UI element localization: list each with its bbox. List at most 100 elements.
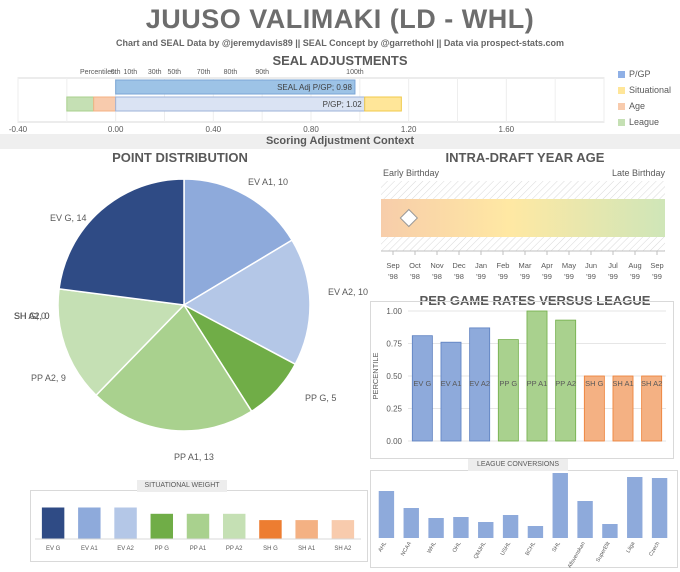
scoring-context-band: Scoring Adjustment Context bbox=[0, 134, 680, 149]
month-year-label: '99 bbox=[630, 272, 640, 281]
seal-legend-item: Age bbox=[618, 98, 671, 114]
legend-swatch bbox=[618, 70, 625, 78]
league-conv-bar bbox=[453, 517, 469, 538]
situational-bar bbox=[78, 507, 101, 539]
month-year-label: '99 bbox=[476, 272, 486, 281]
league-conv-tick-label: Czech bbox=[648, 541, 661, 558]
situational-adj-bar bbox=[364, 96, 402, 112]
per-game-bar bbox=[583, 375, 605, 442]
per-game-chart: 1.00 0.75 0.50 0.25 0.00 PERCENTILE EV G EV A1 E… bbox=[371, 307, 666, 446]
percentiles-label: Percentiles: bbox=[80, 69, 117, 76]
situational-tick-label: SH G bbox=[263, 546, 278, 552]
month-year-label: '99 bbox=[608, 272, 618, 281]
month-year-label: '99 bbox=[498, 272, 508, 281]
situational-bar bbox=[114, 507, 137, 539]
seal-axis-tick: 0.00 bbox=[108, 125, 124, 134]
league-conv-tick-label: NCAA bbox=[400, 541, 413, 558]
situational-tick-label: SH A2 bbox=[334, 546, 352, 552]
per-game-ytick: 0.25 bbox=[386, 405, 402, 414]
per-game-category-label: PP A1 bbox=[527, 379, 548, 388]
pie-label: PP G, 5 bbox=[305, 393, 336, 403]
legend-swatch bbox=[618, 118, 625, 126]
pie-label: EV A1, 10 bbox=[248, 177, 288, 187]
seal-chart: Percentiles: 0th 10th 30th 50th 70th 80th 90th… bbox=[9, 69, 605, 134]
situational-bar bbox=[186, 513, 210, 539]
per-game-ylabel: PERCENTILE bbox=[371, 352, 380, 399]
point-distribution-title: POINT DISTRIBUTION bbox=[112, 150, 248, 165]
per-game-ytick: 1.00 bbox=[386, 307, 402, 316]
month-label: Feb bbox=[497, 261, 510, 270]
per-game-bar bbox=[612, 375, 634, 442]
situational-bar bbox=[295, 520, 318, 539]
month-label: Jan bbox=[475, 261, 487, 270]
league-conv-tick-label: QMJHL bbox=[473, 541, 488, 560]
age-adj-bar bbox=[93, 96, 117, 112]
per-game-bar bbox=[497, 339, 519, 442]
per-game-ytick: 0.75 bbox=[386, 340, 402, 349]
month-year-label: '99 bbox=[564, 272, 574, 281]
seal-title: SEAL ADJUSTMENTS bbox=[272, 53, 408, 68]
league-conv-tick-label: USHL bbox=[500, 541, 513, 557]
league-conv-bar bbox=[478, 522, 494, 538]
per-game-bar bbox=[469, 327, 491, 442]
league-conv-tick-label: WHL bbox=[427, 541, 438, 555]
situational-bar bbox=[222, 513, 246, 539]
percentile-tick-label: 0th bbox=[111, 69, 121, 76]
month-label: Sep bbox=[650, 261, 663, 270]
month-label: Dec bbox=[452, 261, 466, 270]
seal-axis-tick: -0.40 bbox=[9, 125, 28, 134]
league-conv-bar bbox=[577, 501, 593, 538]
league-conv-bar bbox=[527, 526, 544, 538]
percentile-tick-label: 10th bbox=[124, 69, 138, 76]
month-label: Nov bbox=[430, 261, 444, 270]
month-label: May bbox=[562, 261, 576, 270]
per-game-category-label: SH G bbox=[585, 379, 604, 388]
per-game-category-label: PP G bbox=[499, 379, 517, 388]
pgp-label: P/GP; 1.02 bbox=[323, 100, 363, 109]
seal-legend-item: Situational bbox=[618, 82, 671, 98]
situational-tick-label: PP A1 bbox=[190, 546, 207, 552]
league-conv-tick-label: OHL bbox=[452, 541, 463, 554]
percentile-tick-label: 80th bbox=[224, 69, 238, 76]
point-distribution-pie: EV A1, 10 EV A2, 10 PP G, 5 PP A1, 13 PP A2,… bbox=[14, 177, 368, 462]
situational-bar bbox=[41, 507, 65, 539]
per-game-category-label: SH A2 bbox=[641, 379, 662, 388]
league-conv-bar bbox=[403, 508, 419, 538]
percentile-tick-label: 50th bbox=[167, 69, 181, 76]
legend-label: League bbox=[629, 117, 660, 127]
pie-slice bbox=[57, 287, 186, 397]
league-conv-bar bbox=[502, 515, 519, 538]
pie-slice bbox=[58, 178, 185, 306]
seal-axis-tick: 1.20 bbox=[401, 125, 417, 134]
situational-bar bbox=[150, 513, 174, 539]
per-game-bar bbox=[440, 341, 462, 442]
percentile-ticks: 0th 10th 30th 50th 70th 80th 90th 100th bbox=[111, 69, 364, 76]
per-game-bar bbox=[411, 335, 433, 442]
page-subtitle: Chart and SEAL Data by @jeremydavis89 ||… bbox=[116, 38, 564, 48]
page-title: JUUSO VALIMAKI (LD - WHL) bbox=[145, 4, 535, 34]
pie-label: SH G, 0 bbox=[14, 311, 46, 321]
month-label: Aug bbox=[628, 261, 641, 270]
draft-age-months: Sep '98 Oct '98 Nov '98 Dec '98 Jan '99 Feb '99 Mar '… bbox=[386, 251, 664, 281]
month-year-label: '98 bbox=[454, 272, 464, 281]
late-birthday-label: Late Birthday bbox=[612, 168, 666, 178]
per-game-category-label: EV A1 bbox=[441, 379, 462, 388]
early-birthday-label: Early Birthday bbox=[383, 168, 440, 178]
month-label: Jun bbox=[585, 261, 597, 270]
league-conv-tick-label: SuperElit bbox=[595, 541, 612, 564]
month-label: Apr bbox=[541, 261, 553, 270]
seal-legend: P/GP Situational Age League bbox=[618, 66, 671, 130]
month-year-label: '98 bbox=[388, 272, 398, 281]
per-game-title: PER GAME RATES VERSUS LEAGUE bbox=[419, 293, 651, 308]
league-conv-bar bbox=[627, 477, 643, 538]
seal-legend-item: League bbox=[618, 114, 671, 130]
seal-legend-item: P/GP bbox=[618, 66, 671, 82]
month-year-label: '98 bbox=[410, 272, 420, 281]
pie-label: SH A1, 0 bbox=[14, 311, 50, 321]
situational-bar bbox=[331, 520, 355, 539]
draft-age-gradient bbox=[381, 199, 665, 237]
legend-label: Age bbox=[629, 101, 646, 111]
league-conv-tick-label: AHL bbox=[378, 541, 389, 553]
league-conv-bar bbox=[552, 473, 568, 538]
seal-axis-tick: 1.60 bbox=[499, 125, 515, 134]
